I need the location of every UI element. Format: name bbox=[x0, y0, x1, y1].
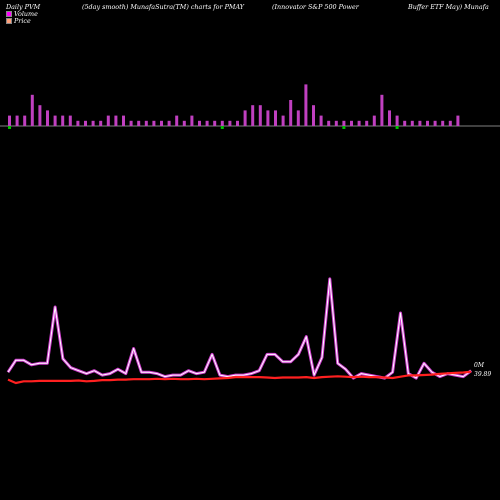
volume-bar bbox=[365, 120, 369, 126]
volume-bar bbox=[68, 115, 72, 126]
volume-bar bbox=[274, 110, 277, 126]
legend-price-label: Price bbox=[14, 17, 31, 25]
volume-bar bbox=[30, 94, 34, 126]
volume-bar bbox=[167, 120, 171, 126]
volume-line-glow bbox=[6, 277, 473, 380]
price-line bbox=[7, 370, 472, 385]
volume-bar bbox=[8, 115, 11, 126]
volume-bar bbox=[15, 115, 19, 126]
header-fund-name: (Innovator S&P 500 Power bbox=[272, 3, 359, 11]
volume-bar bbox=[137, 120, 141, 126]
volume-bar bbox=[372, 115, 376, 126]
volume-bar bbox=[418, 120, 422, 126]
volume-bar bbox=[243, 110, 247, 126]
volume-bar bbox=[114, 115, 118, 126]
volume-bar bbox=[410, 120, 414, 126]
volume-bar bbox=[319, 115, 323, 126]
volume-bar bbox=[312, 105, 315, 126]
volume-bar bbox=[304, 84, 308, 126]
price-swatch-icon bbox=[6, 18, 12, 24]
volume-swatch-icon bbox=[6, 11, 12, 17]
volume-bar bbox=[327, 120, 331, 126]
volume-bar bbox=[160, 120, 163, 126]
volume-bar bbox=[388, 110, 391, 126]
volume-right-label: 0M bbox=[474, 362, 484, 369]
volume-bar bbox=[213, 120, 217, 126]
volume-bar bbox=[281, 115, 285, 126]
volume-bar bbox=[182, 120, 186, 126]
volume-bar bbox=[433, 120, 437, 126]
volume-bar bbox=[175, 115, 179, 126]
volume-bar bbox=[342, 120, 346, 126]
legend-price: Price bbox=[6, 17, 31, 25]
volume-bar bbox=[441, 120, 445, 126]
volume-bar bbox=[53, 115, 57, 126]
volume-bar bbox=[380, 94, 384, 126]
volume-bar bbox=[38, 105, 42, 126]
volume-bar bbox=[23, 115, 27, 126]
volume-bar bbox=[122, 115, 125, 126]
volume-down-tick bbox=[342, 126, 346, 129]
volume-bar bbox=[205, 120, 209, 126]
header-daily-pvm: Daily PVM bbox=[6, 3, 41, 11]
volume-line bbox=[7, 278, 472, 379]
volume-bar bbox=[61, 115, 65, 126]
header-title: (5day smooth) MunafaSutra(TM) charts for… bbox=[82, 3, 245, 11]
volume-bar bbox=[76, 120, 80, 126]
volume-down-tick bbox=[395, 126, 399, 129]
volume-bar bbox=[129, 120, 133, 126]
volume-down-tick bbox=[220, 126, 224, 129]
price-right-label: 39.89 bbox=[474, 371, 492, 378]
volume-bar bbox=[296, 110, 300, 126]
volume-bar bbox=[220, 120, 224, 126]
volume-bar bbox=[198, 120, 201, 126]
volume-bar bbox=[357, 120, 361, 126]
legend-volume: Volume bbox=[6, 10, 38, 18]
volume-bar bbox=[350, 120, 353, 126]
volume-bar bbox=[426, 120, 429, 126]
volume-bar bbox=[448, 120, 452, 126]
volume-bar bbox=[46, 110, 49, 126]
header-fund-name-cont: Buffer ETF May) Munafa bbox=[408, 3, 489, 11]
volume-bar bbox=[395, 115, 399, 126]
volume-bar bbox=[91, 120, 95, 126]
volume-bar bbox=[190, 115, 194, 126]
volume-bar bbox=[152, 120, 156, 126]
legend-volume-label: Volume bbox=[14, 10, 38, 18]
volume-bar bbox=[251, 105, 255, 126]
volume-bar bbox=[84, 120, 87, 126]
volume-bar bbox=[144, 120, 148, 126]
volume-bar bbox=[266, 110, 270, 126]
volume-bar bbox=[456, 115, 460, 126]
volume-bar bbox=[106, 115, 110, 126]
volume-bar bbox=[258, 105, 262, 126]
volume-bar bbox=[403, 120, 407, 126]
volume-bar bbox=[334, 120, 338, 126]
volume-bar bbox=[99, 120, 103, 126]
volume-bar bbox=[289, 100, 293, 126]
volume-down-tick bbox=[8, 126, 11, 129]
volume-bar bbox=[228, 120, 232, 126]
volume-bar bbox=[236, 120, 239, 126]
